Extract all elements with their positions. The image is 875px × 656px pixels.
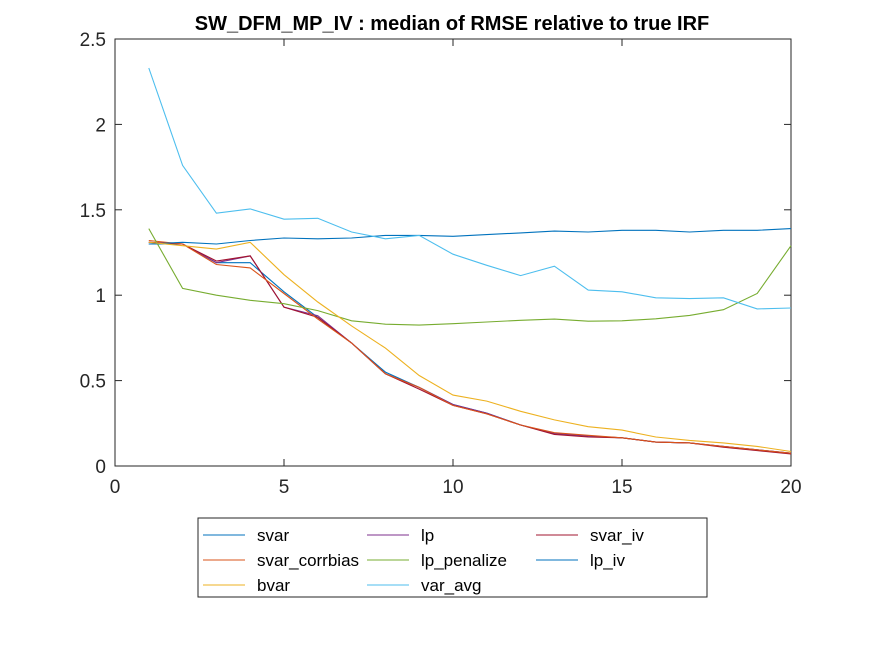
series-group — [148, 67, 792, 455]
series-line-bvar — [148, 241, 792, 453]
axis-ticks: 0 5 10 15 20 0 0.5 1 1.5 2 2.5 — [80, 30, 802, 498]
y-tick-label: 0 — [95, 457, 106, 478]
x-tick-label: 15 — [611, 477, 632, 498]
chart-title: SW_DFM_MP_IV : median of RMSE relative t… — [195, 13, 710, 35]
y-tick-label: 2.5 — [80, 30, 106, 51]
x-tick-label: 20 — [780, 477, 801, 498]
x-tick-label: 0 — [110, 477, 121, 498]
series-line-lp-penalize — [148, 228, 792, 326]
legend-label-bvar: bvar — [257, 576, 290, 595]
legend-label-var-avg: var_avg — [421, 576, 481, 595]
legend-label-lp: lp — [421, 526, 434, 545]
legend-box — [197, 517, 708, 598]
axes-box — [114, 38, 792, 467]
series-line-svar-iv — [148, 241, 792, 455]
legend-label-lp-penalize: lp_penalize — [421, 551, 507, 570]
x-tick-label: 10 — [442, 477, 463, 498]
y-tick-label: 1.5 — [80, 201, 106, 222]
series-line-lp-iv — [148, 228, 792, 245]
series-line-svar-corrbias — [148, 239, 792, 454]
legend-label-lp-iv: lp_iv — [590, 551, 625, 570]
legend-label-svar: svar — [257, 526, 289, 545]
series-line-svar — [148, 243, 792, 454]
legend: svar lp svar_iv svar_corrbias lp_penalize lp_… — [197, 517, 708, 598]
y-tick-label: 1 — [95, 286, 106, 307]
legend-label-svar-corrbias: svar_corrbias — [257, 551, 359, 570]
y-tick-label: 0.5 — [80, 372, 106, 393]
series-line-lp — [148, 241, 792, 454]
plot-area: 0 5 10 15 20 0 0.5 1 1.5 2 2.5 — [80, 30, 802, 498]
x-tick-label: 5 — [279, 477, 290, 498]
legend-label-svar-iv: svar_iv — [590, 526, 644, 545]
series-line-var-avg — [148, 67, 792, 310]
y-tick-label: 2 — [95, 115, 106, 136]
